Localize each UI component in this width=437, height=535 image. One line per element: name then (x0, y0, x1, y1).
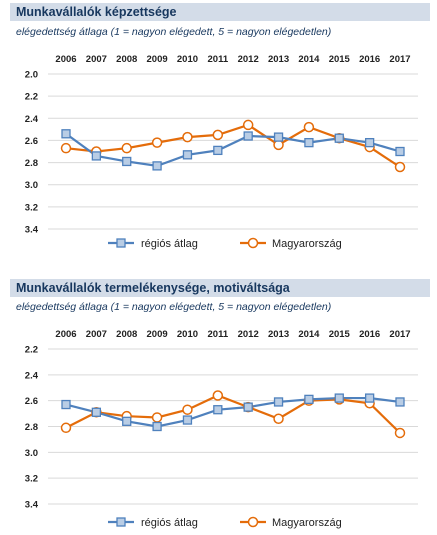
x-tick-label: 2012 (238, 54, 259, 65)
data-point (395, 146, 405, 157)
x-tick-label: 2009 (147, 329, 168, 340)
y-tick-label: 2.6 (25, 136, 38, 147)
chart-2-plot: 2006 2007 2008 2009 2010 2011 2012 2013 2014 2015… (25, 329, 418, 529)
data-point (182, 150, 193, 160)
data-point (182, 415, 193, 425)
y-tick-label: 2.0 (25, 70, 38, 81)
data-point (242, 119, 254, 131)
series-line-magyarorszag (65, 123, 401, 168)
y-tick-label: 3.2 (25, 202, 38, 213)
legend-item: régiós átlag (108, 517, 198, 529)
data-point (394, 161, 406, 173)
data-point (243, 402, 253, 412)
data-point (151, 137, 163, 148)
data-point (364, 137, 375, 148)
y-tick-label: 3.4 (25, 225, 39, 236)
data-point (91, 407, 102, 417)
x-tick-label: 2006 (55, 329, 76, 340)
chart-1-plot: 2006 2007 2008 2009 2010 2011 2012 2013 2014 2015… (25, 54, 418, 250)
data-point (243, 131, 253, 141)
legend-item: Magyarország (240, 516, 342, 529)
legend-marker (247, 516, 259, 528)
x-tick-label: 2014 (298, 54, 320, 65)
data-point (60, 142, 72, 154)
data-point (91, 151, 102, 161)
data-point (152, 421, 162, 432)
y-tick-label: 2.4 (25, 114, 39, 125)
chart-title: Munkavállalók képzettsége (16, 5, 177, 19)
data-point (122, 416, 132, 426)
x-tick-label: 2007 (86, 54, 107, 65)
data-point (303, 121, 315, 133)
data-point (304, 394, 314, 405)
legend-marker (247, 237, 259, 249)
legend-label: régiós átlag (141, 517, 198, 529)
legend-label: Magyarország (272, 517, 342, 529)
y-tick-label: 2.2 (25, 345, 38, 356)
y-tick-label: 3.0 (25, 180, 38, 191)
x-tick-label: 2014 (298, 329, 320, 340)
data-point (121, 142, 132, 154)
x-tick-label: 2016 (359, 54, 380, 65)
x-tick-label: 2008 (116, 329, 137, 340)
y-tick-label: 3.4 (25, 500, 39, 511)
legend-label: régiós átlag (141, 238, 198, 250)
x-tick-label: 2016 (359, 329, 380, 340)
data-point (273, 397, 284, 407)
x-tick-label: 2008 (116, 54, 137, 65)
data-point (182, 131, 193, 143)
y-tick-label: 3.2 (25, 474, 38, 485)
data-point (151, 412, 163, 423)
data-point (273, 132, 284, 142)
x-tick-label: 2011 (208, 54, 229, 65)
data-point (213, 405, 223, 415)
chart-subtitle: elégedettség átlaga (1 = nagyon elégedet… (16, 301, 332, 313)
data-point (334, 133, 344, 143)
data-point (273, 413, 284, 424)
y-tick-label: 2.2 (25, 92, 38, 103)
data-point (395, 397, 405, 407)
data-point (60, 422, 72, 434)
data-point (213, 145, 223, 156)
x-tick-label: 2013 (268, 329, 289, 340)
x-tick-label: 2017 (389, 54, 410, 65)
x-tick-label: 2009 (147, 54, 168, 65)
title-bar (10, 3, 430, 21)
y-tick-label: 2.8 (25, 422, 38, 433)
legend-marker (116, 238, 126, 248)
data-point (61, 129, 71, 139)
legend-label: Magyarország (272, 238, 342, 250)
chart-title: Munkavállalók termelékenysége, motiválts… (16, 281, 290, 295)
y-tick-label: 3.0 (25, 448, 38, 459)
y-tick-label: 2.6 (25, 396, 38, 407)
x-tick-label: 2017 (389, 329, 410, 340)
x-tick-label: 2013 (268, 54, 289, 65)
x-tick-label: 2015 (329, 329, 351, 340)
x-tick-label: 2015 (329, 54, 351, 65)
x-tick-label: 2010 (177, 329, 198, 340)
data-point (152, 161, 162, 171)
data-point (212, 129, 224, 141)
data-point (364, 393, 375, 403)
x-tick-label: 2006 (55, 54, 76, 65)
data-point (61, 399, 71, 410)
data-point (394, 427, 406, 439)
x-tick-label: 2012 (238, 329, 259, 340)
y-tick-label: 2.4 (25, 370, 39, 381)
legend-marker (116, 517, 126, 527)
data-point (182, 404, 193, 415)
y-tick-label: 2.8 (25, 158, 38, 169)
data-point (334, 393, 344, 403)
legend-item: régiós átlag (108, 238, 198, 250)
data-point (304, 137, 314, 148)
chart-subtitle: elégedettség átlaga (1 = nagyon elégedet… (16, 26, 332, 38)
legend-item: Magyarország (240, 237, 342, 250)
x-tick-label: 2010 (177, 54, 198, 65)
x-tick-label: 2007 (86, 329, 107, 340)
data-point (122, 156, 132, 167)
data-point (212, 390, 224, 401)
title-bar (10, 279, 430, 297)
x-tick-label: 2011 (208, 329, 229, 340)
